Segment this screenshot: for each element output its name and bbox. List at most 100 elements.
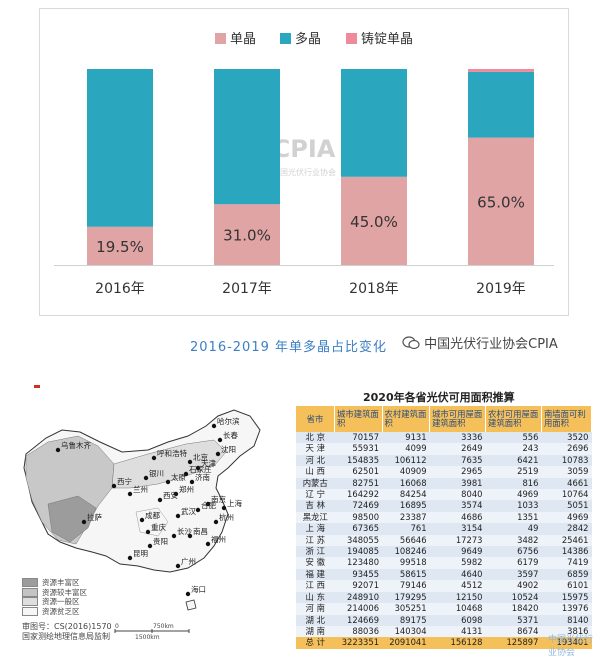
value-cell: 7635 (429, 454, 486, 467)
table-header-cell: 省市 (296, 406, 335, 432)
value-cell: 3336 (429, 432, 486, 444)
bar-segment (468, 69, 534, 72)
value-cell: 25461 (541, 534, 592, 547)
table-row: 福 建 93455 58615 4640 3597 6859 (296, 568, 592, 581)
city-label: 上海 (227, 498, 242, 508)
province-cell: 总 计 (296, 637, 335, 649)
city-label: 广州 (181, 556, 196, 566)
province-cell: 辽 宁 (296, 489, 335, 501)
chart-panel: 单晶 多晶 铸锭单晶 CPIA 中国光伏行业协会 19.5% 2016年 31.0% 2017年… (39, 8, 569, 316)
map-footer: 审图号：CS(2016)1570 国家测绘地理信息局监制 (22, 622, 112, 642)
value-cell: 12150 (429, 591, 486, 604)
legend-row: 资源较丰富区 (22, 588, 87, 598)
table-row: 吉 林 72469 16895 3574 1033 5051 (296, 500, 592, 512)
table-header-cell: 农村建筑面积 (382, 406, 431, 432)
x-tick-label: 2019年 (476, 281, 526, 297)
value-cell: 10524 (485, 591, 542, 604)
city-label: 沈阳 (221, 444, 236, 454)
bar-segment (341, 69, 407, 177)
city-label: 成都 (145, 510, 160, 520)
city-label: 兰州 (133, 484, 148, 494)
city-dot (185, 591, 191, 597)
city-dot (195, 507, 201, 513)
value-cell: 4902 (485, 580, 542, 592)
city-label: 南昌 (193, 526, 208, 536)
province-cell: 天 津 (296, 443, 335, 455)
legend-label: 资源丰富区 (42, 578, 80, 587)
bar-segment (87, 69, 153, 227)
value-cell: 305251 (382, 603, 430, 615)
table-row: 天 津 55931 4099 2649 243 2696 (296, 443, 592, 455)
value-cell: 23387 (382, 511, 430, 524)
scale-label-1500: 1500km (135, 634, 160, 640)
value-cell: 3059 (541, 466, 592, 478)
value-cell: 124669 (334, 614, 383, 626)
scale-label-750: 750km (153, 623, 174, 630)
value-cell: 56646 (382, 534, 430, 547)
map-scale-bar: 0 750km 1500km (114, 623, 190, 640)
city-label: 拉萨 (87, 512, 102, 522)
table-row: 山 西 62501 40909 2965 2519 3059 (296, 466, 592, 478)
legend-label: 单晶 (230, 32, 256, 47)
value-cell: 6101 (541, 580, 592, 592)
province-cell: 浙 江 (296, 546, 335, 558)
legend-label: 资源较丰富区 (42, 587, 87, 597)
data-label: 45.0% (350, 213, 398, 231)
city-dot (81, 519, 87, 525)
table-header-cell: 城市可用屋面建筑面积 (429, 406, 486, 432)
table-row: 河 北 154835 106112 7635 6421 10783 (296, 454, 592, 467)
value-cell: 9649 (429, 546, 486, 558)
value-cell: 4131 (429, 625, 486, 638)
legend-swatch (22, 578, 38, 588)
province-cell: 湖 南 (296, 625, 335, 638)
value-cell: 348055 (334, 534, 383, 547)
value-cell: 49 (485, 523, 542, 535)
value-cell: 2842 (541, 523, 592, 535)
value-cell: 2091041 (382, 637, 430, 649)
legend-row: 资源贫乏区 (22, 607, 87, 617)
table-body: 北 京 70157 9131 3336 556 3520 天 津 55931 4099 2649 2… (296, 432, 592, 649)
x-tick-label: 2018年 (349, 281, 399, 297)
city-label: 福州 (211, 535, 226, 544)
map-legend: 资源丰富区 资源较丰富区 资源一般区 资源贫乏区 (22, 578, 87, 616)
city-label: 哈尔滨 (217, 416, 240, 426)
province-cell: 内蒙古 (296, 477, 335, 490)
value-cell: 55931 (334, 443, 383, 455)
scale-label-0: 0 (115, 623, 119, 630)
city-dot (127, 491, 133, 497)
city-dot (183, 471, 189, 477)
value-cell: 14386 (541, 546, 592, 558)
value-cell: 8140 (541, 614, 592, 626)
value-cell: 106112 (382, 454, 430, 467)
value-cell: 6098 (429, 614, 486, 626)
value-cell: 140304 (382, 625, 430, 638)
province-cell: 河 北 (296, 454, 335, 467)
province-cell: 黑龙江 (296, 511, 335, 524)
province-cell: 江 西 (296, 580, 335, 592)
value-cell: 164292 (334, 489, 383, 501)
value-cell: 58615 (382, 568, 430, 581)
city-dot (175, 513, 181, 519)
value-cell: 10468 (429, 603, 486, 615)
province-cell: 湖 北 (296, 614, 335, 626)
city-dot (213, 519, 219, 525)
legend-swatch (22, 597, 38, 607)
table-row: 河 南 214006 305251 10468 18420 13976 (296, 603, 592, 615)
value-cell: 4512 (429, 580, 486, 592)
data-label: 65.0% (477, 193, 525, 211)
city-label: 昆明 (133, 549, 148, 558)
city-dot (221, 505, 227, 511)
table-header-cell: 南墙面可利用面积 (541, 406, 593, 432)
region-medium (111, 439, 227, 489)
value-cell: 123480 (334, 557, 383, 569)
value-cell: 10764 (541, 489, 592, 501)
city-dot (215, 451, 221, 457)
table-row: 山 东 248910 179295 12150 10524 15975 (296, 591, 592, 604)
table-header-cell: 农村可用屋面建筑面积 (485, 406, 542, 432)
legend-row: 资源一般区 (22, 597, 87, 607)
province-cell: 山 东 (296, 591, 335, 604)
table-row: 上 海 67365 761 3154 49 2842 (296, 523, 592, 535)
city-label: 郑州 (179, 484, 194, 494)
city-label: 北京 (193, 452, 208, 462)
